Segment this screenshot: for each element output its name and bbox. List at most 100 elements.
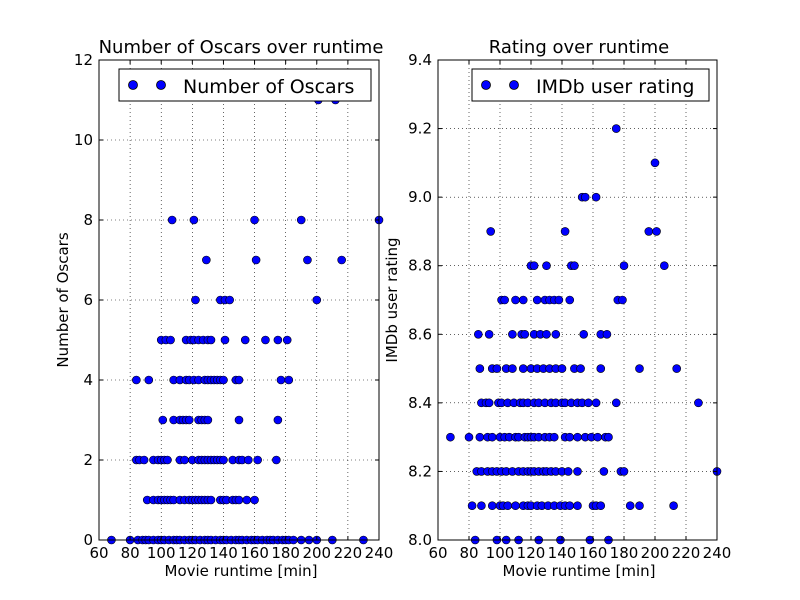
- rating-chart-title: Rating over runtime: [489, 37, 670, 58]
- rating-data-point: [611, 398, 621, 408]
- oscars-data-point: [337, 255, 346, 265]
- oscars-ticks: 60 80 100 120 140 160 180 200 220 240 0 2 4 6 8 10 12: [74, 51, 393, 562]
- rating-data-point: [618, 295, 627, 305]
- rating-data-point: [551, 329, 561, 339]
- rating-data-point: [611, 124, 621, 133]
- rating-data-point: [565, 295, 575, 305]
- oscars-y-tick-label: 4: [83, 371, 93, 389]
- oscars-data-point: [273, 415, 283, 425]
- oscars-x-tick-label: 120: [178, 544, 207, 562]
- oscars-x-tick-label: 60: [89, 544, 108, 562]
- oscars-data-point: [139, 455, 149, 465]
- oscars-data-point: [132, 375, 141, 385]
- oscars-y-tick-label: 2: [83, 451, 93, 469]
- oscars-x-tick-label: 80: [121, 544, 140, 562]
- oscars-y-tick-label: 12: [74, 51, 93, 69]
- rating-data-point: [542, 261, 551, 271]
- rating-data-point: [484, 329, 494, 339]
- rating-data-point: [503, 501, 513, 511]
- rating-data-point: [549, 432, 559, 442]
- oscars-data-point: [206, 495, 216, 505]
- rating-chart: Rating over runtime 60 80 100 120 140 160 180 2…: [383, 37, 731, 580]
- rating-data-point: [529, 261, 539, 271]
- oscars-data-point: [206, 335, 216, 345]
- rating-data-point: [570, 261, 579, 271]
- rating-plot-area: [438, 60, 717, 540]
- rating-y-tick-label: 8.0: [408, 531, 432, 549]
- oscars-x-tick-label: 240: [365, 544, 394, 562]
- rating-y-tick-label: 9.2: [408, 120, 432, 138]
- oscars-data-point: [180, 455, 189, 465]
- oscars-data-point: [296, 215, 306, 225]
- rating-y-tick-label: 8.8: [408, 257, 432, 275]
- rating-y-tick-label: 9.4: [408, 51, 432, 69]
- rating-data-point: [487, 501, 497, 511]
- rating-data-point: [576, 364, 585, 373]
- oscars-data-point: [253, 455, 262, 465]
- rating-legend-marker-1: [481, 80, 491, 90]
- rating-points: [446, 124, 722, 545]
- rating-data-point: [650, 158, 660, 168]
- oscars-y-tick-label: 8: [83, 211, 93, 229]
- rating-x-tick-label: 200: [641, 544, 670, 562]
- rating-x-tick-label: 160: [579, 544, 608, 562]
- oscars-data-point: [282, 335, 292, 345]
- oscars-x-tick-label: 180: [271, 544, 300, 562]
- rating-data-point: [511, 501, 520, 511]
- rating-data-point: [475, 432, 485, 442]
- oscars-data-point: [202, 255, 211, 265]
- oscars-x-tick-label: 220: [334, 544, 363, 562]
- oscars-data-point: [234, 415, 244, 425]
- oscars-data-point: [158, 415, 168, 425]
- oscars-legend-marker-2: [156, 80, 166, 90]
- rating-data-point: [635, 501, 644, 511]
- rating-data-point: [565, 501, 575, 511]
- rating-data-point: [619, 261, 629, 271]
- rating-data-point: [672, 364, 682, 373]
- oscars-legend-label: Number of Oscars: [183, 76, 354, 98]
- oscars-data-point: [250, 495, 259, 505]
- oscars-data-point: [189, 215, 199, 225]
- oscars-data-point: [250, 215, 259, 225]
- oscars-data-point: [242, 495, 252, 505]
- rating-data-point: [560, 227, 570, 236]
- oscars-data-point: [251, 255, 261, 265]
- oscars-y-tick-label: 6: [83, 291, 93, 309]
- rating-data-point: [565, 432, 575, 442]
- rating-data-point: [596, 501, 606, 511]
- oscars-data-point: [273, 335, 283, 345]
- oscars-y-tick-label: 10: [74, 131, 93, 149]
- rating-data-point: [644, 227, 654, 236]
- oscars-data-point: [220, 335, 230, 345]
- rating-x-tick-label: 180: [610, 544, 639, 562]
- oscars-data-point: [284, 375, 294, 385]
- rating-data-point: [475, 364, 485, 373]
- oscars-x-tick-label: 200: [302, 544, 331, 562]
- oscars-y-axis-label: Number of Oscars: [54, 232, 72, 367]
- rating-y-tick-label: 8.6: [408, 325, 432, 343]
- rating-data-point: [573, 467, 582, 476]
- rating-data-point: [599, 467, 609, 476]
- oscars-data-point: [163, 455, 172, 465]
- rating-y-tick-label: 8.2: [408, 462, 432, 480]
- oscars-data-point: [225, 295, 234, 305]
- rating-data-point: [500, 295, 509, 305]
- rating-data-point: [554, 295, 564, 305]
- rating-x-tick-label: 60: [428, 544, 447, 562]
- rating-x-tick-label: 240: [703, 544, 732, 562]
- rating-y-tick-label: 8.4: [408, 394, 432, 412]
- rating-x-axis-label: Movie runtime [min]: [503, 562, 656, 580]
- rating-data-point: [593, 432, 602, 442]
- rating-y-axis-label: IMDb user rating: [383, 237, 401, 362]
- oscars-legend-marker-1: [128, 80, 138, 90]
- rating-data-point: [446, 432, 455, 442]
- rating-data-point: [486, 227, 496, 236]
- rating-data-point: [591, 192, 601, 202]
- oscars-data-point: [219, 375, 228, 385]
- rating-legend: IMDb user rating: [471, 68, 710, 102]
- rating-ticks: 60 80 100 120 140 160 180 200 220 240 8.0 8.2 8.4 8.6…: [408, 51, 731, 562]
- rating-data-point: [591, 398, 601, 408]
- rating-x-tick-label: 120: [517, 544, 546, 562]
- oscars-data-point: [240, 335, 250, 345]
